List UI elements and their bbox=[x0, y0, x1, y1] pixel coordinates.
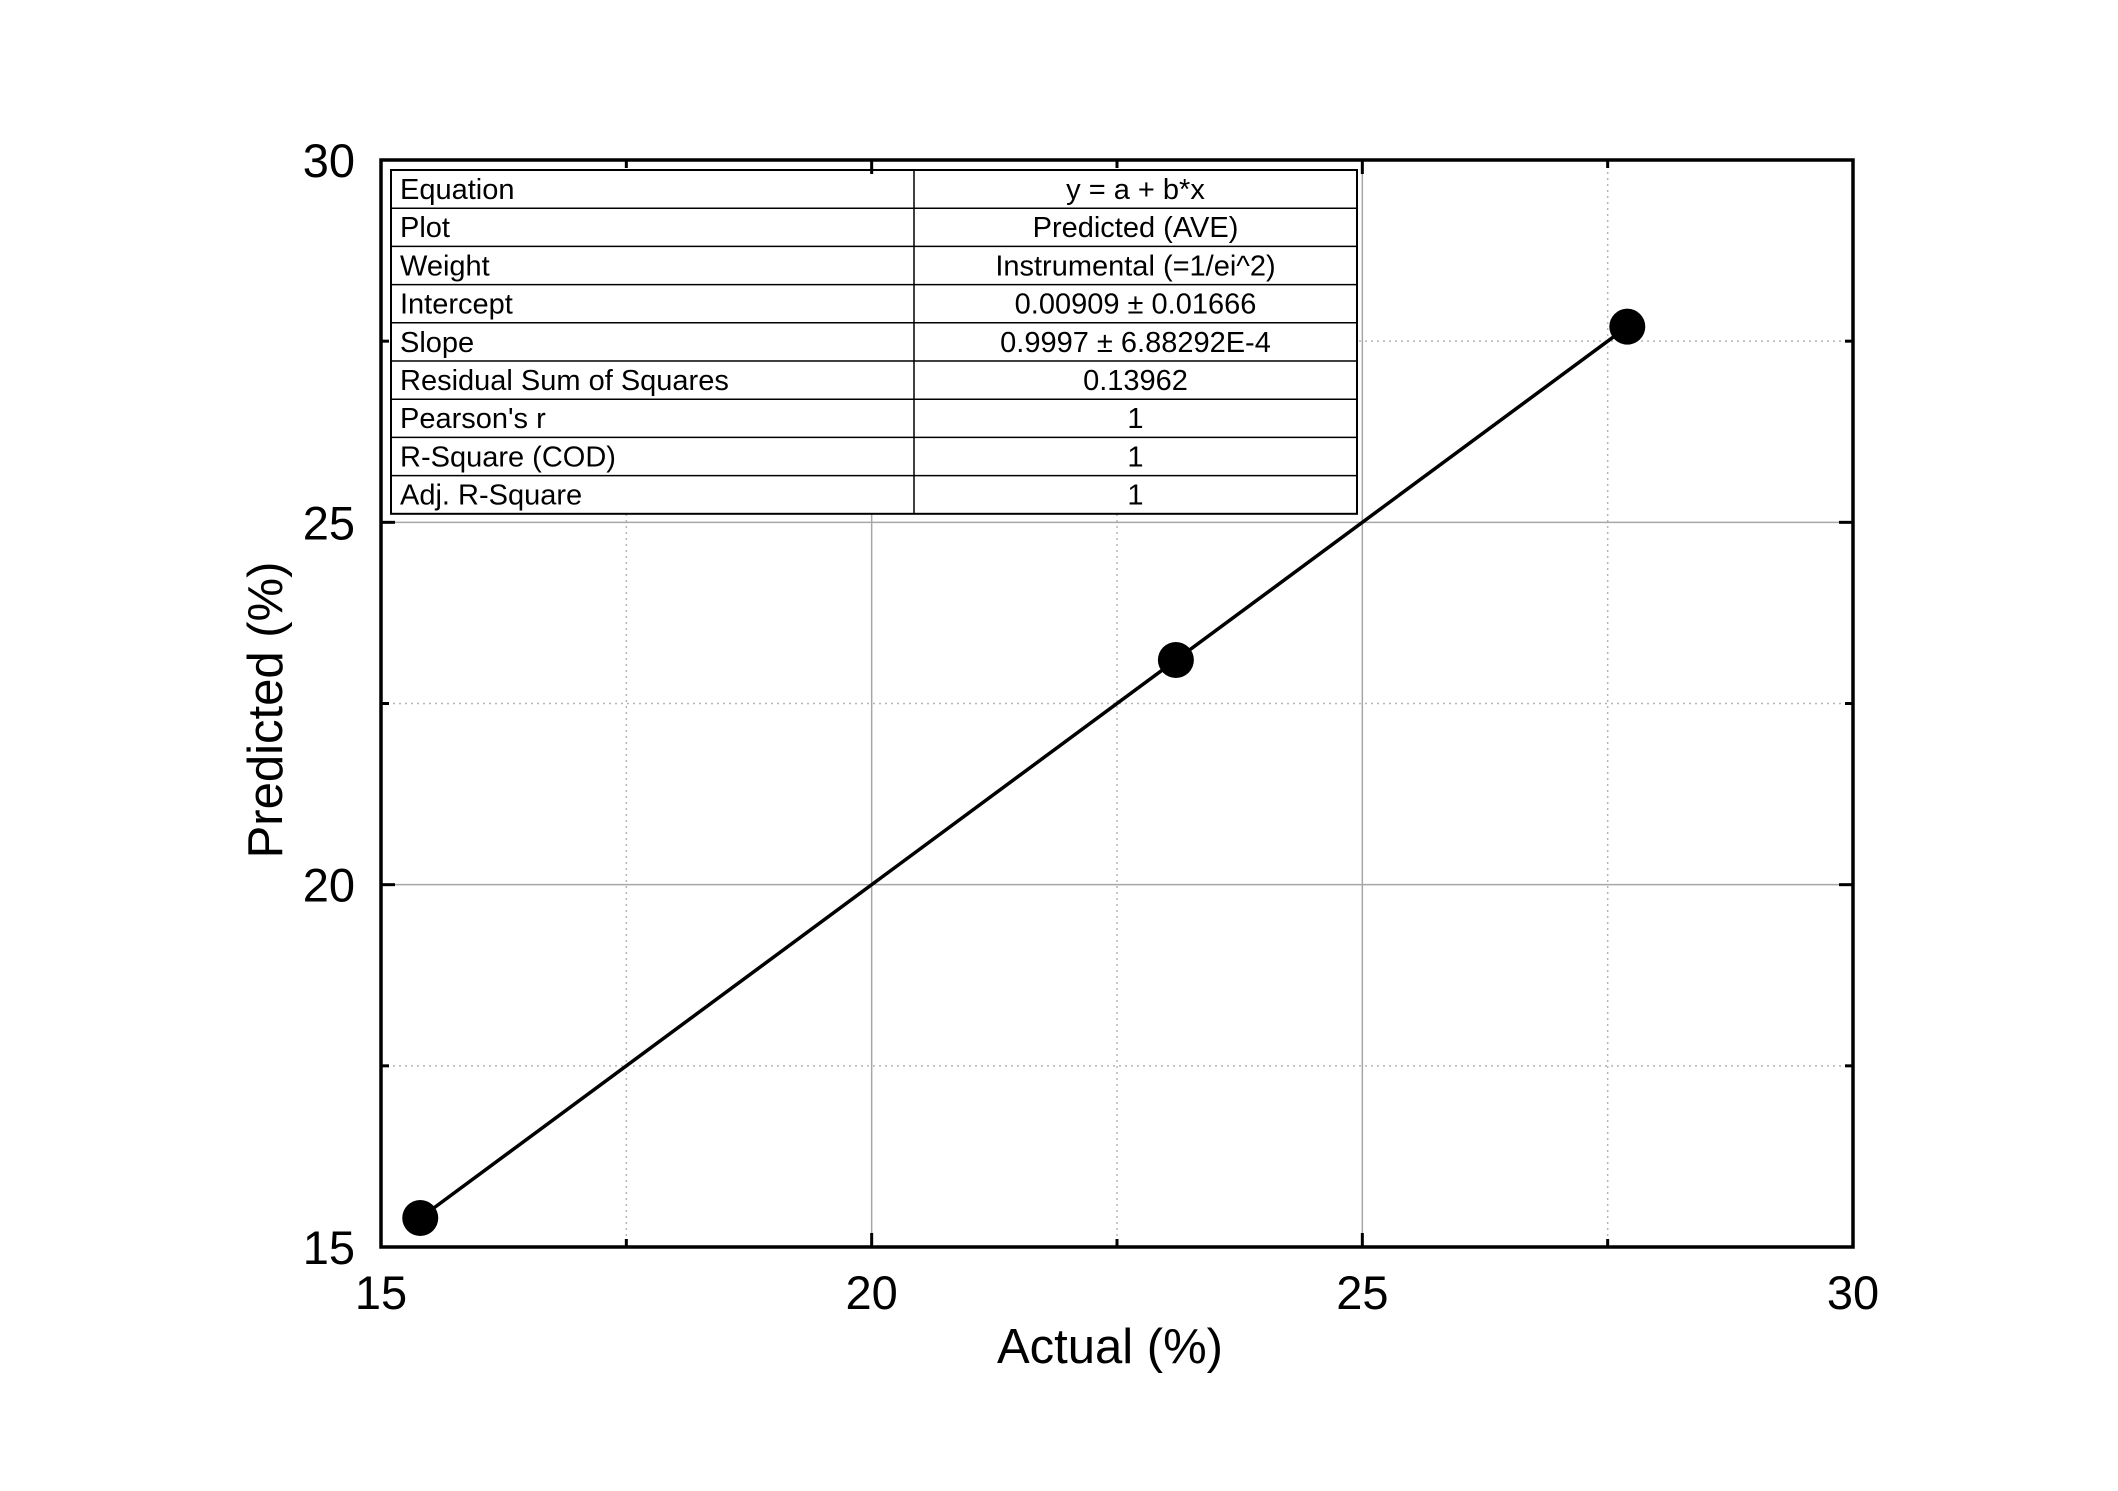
stats-row-label: Residual Sum of Squares bbox=[400, 365, 729, 397]
stats-row-value: 1 bbox=[1127, 403, 1143, 435]
data-points bbox=[402, 308, 1646, 1237]
stats-row-label: Adj. R-Square bbox=[400, 480, 582, 512]
stats-table-border bbox=[390, 169, 1358, 515]
stats-row-value: 0.9997 ± 6.88292E-4 bbox=[1000, 327, 1271, 359]
stats-row-label: R-Square (COD) bbox=[400, 441, 616, 473]
fit-line-layer bbox=[419, 325, 1629, 1220]
fit-line bbox=[419, 325, 1629, 1220]
stats-row-label: Pearson's r bbox=[400, 403, 546, 435]
stats-row-value: Predicted (AVE) bbox=[1033, 212, 1239, 244]
stats-row-value: 0.13962 bbox=[1083, 365, 1188, 397]
x-tick-label: 25 bbox=[1336, 1266, 1388, 1319]
x-tick-label: 15 bbox=[355, 1266, 407, 1319]
y-tick-label: 25 bbox=[303, 496, 355, 549]
stats-row-value: Instrumental (=1/ei^2) bbox=[995, 250, 1275, 282]
stats-row-label: Intercept bbox=[400, 289, 513, 321]
axis-ticks: 15 20 25 30 15 20 25 30 bbox=[303, 134, 1879, 1319]
stats-row-label: Equation bbox=[400, 174, 515, 206]
stats-row-label: Weight bbox=[400, 250, 490, 282]
x-tick-label: 20 bbox=[846, 1266, 898, 1319]
stats-table: Equation y = a + b*x Plot Predicted (AVE) We… bbox=[390, 169, 1358, 515]
y-tick-label: 15 bbox=[303, 1221, 355, 1274]
x-tick-label: 30 bbox=[1827, 1266, 1879, 1319]
y-tick-label: 30 bbox=[303, 134, 355, 187]
stats-row-value: y = a + b*x bbox=[1066, 174, 1205, 206]
x-axis-title: Actual (%) bbox=[997, 1320, 1223, 1374]
stats-row-value: 0.00909 ± 0.01666 bbox=[1015, 289, 1257, 321]
stats-row-value: 1 bbox=[1127, 441, 1143, 473]
y-axis-title: Predicted (%) bbox=[239, 562, 293, 859]
data-point-2 bbox=[1157, 642, 1194, 679]
stats-row-value: 1 bbox=[1127, 480, 1143, 512]
stats-row-label: Slope bbox=[400, 327, 474, 359]
stats-row-label: Plot bbox=[400, 212, 450, 244]
data-point-1 bbox=[402, 1200, 439, 1237]
y-tick-label: 20 bbox=[303, 859, 355, 912]
data-point-3 bbox=[1609, 308, 1646, 345]
